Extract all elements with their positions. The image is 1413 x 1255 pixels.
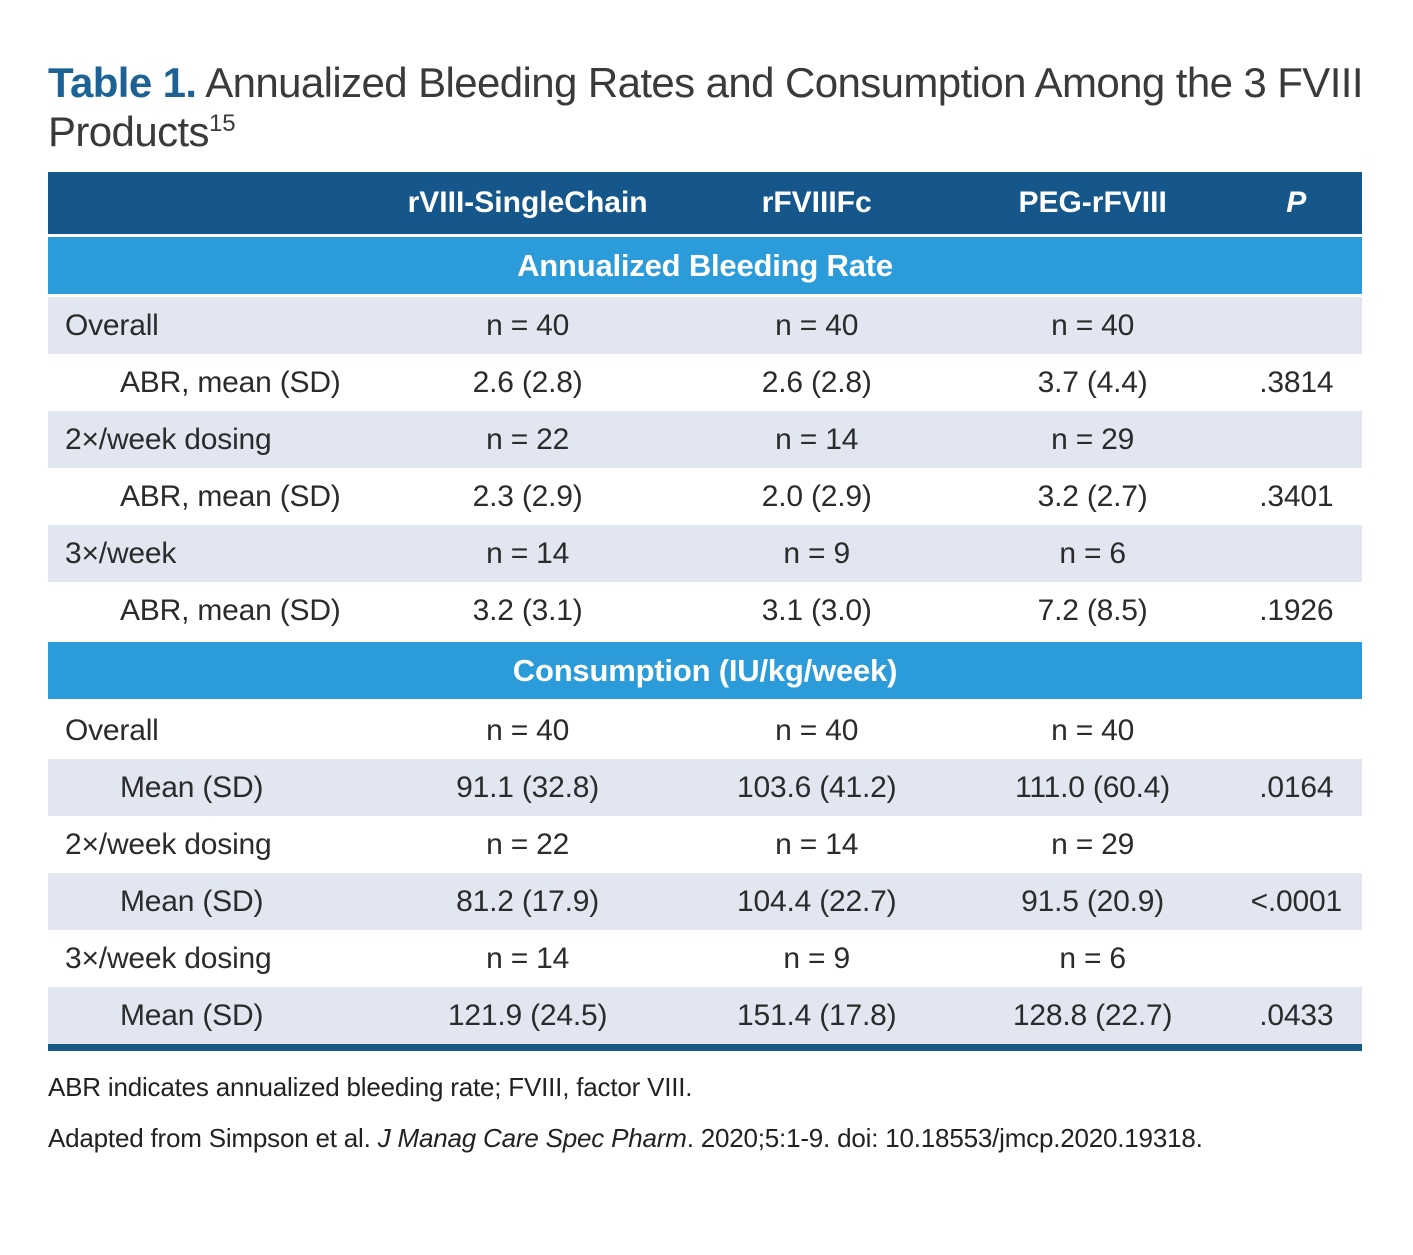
cell-value: n = 14 <box>486 536 570 570</box>
header-p-value: P <box>1286 186 1307 220</box>
table-row-consumption-3x-week-mean: Mean (SD) 121.9 (24.5) 151.4 (17.8) 128.… <box>48 987 1362 1045</box>
row-label: Mean (SD) <box>120 884 264 918</box>
cell-value: 121.9 (24.5) <box>447 998 608 1032</box>
header-rfviiifc: rFVIIIFc <box>761 186 872 220</box>
footnote-abbreviations: ABR indicates annualized bleeding rate; … <box>48 1072 693 1103</box>
cell-value: n = 14 <box>775 827 859 861</box>
table-row-abr-overall: Overall n = 40 n = 40 n = 40 <box>48 297 1362 355</box>
cell-p-value: .0433 <box>1259 998 1334 1032</box>
cell-value: 2.6 (2.8) <box>472 365 583 399</box>
citation-prefix: Adapted from Simpson et al. <box>48 1123 378 1154</box>
cell-value: 2.3 (2.9) <box>472 479 583 513</box>
title-reference-superscript: 15 <box>208 110 236 138</box>
cell-value: 104.4 (22.7) <box>736 884 897 918</box>
table-row-abr-3x-week: 3×/week n = 14 n = 9 n = 6 <box>48 525 1362 583</box>
cell-value: n = 40 <box>1051 308 1135 342</box>
row-label: 3×/week <box>65 536 177 570</box>
cell-value: 3.7 (4.4) <box>1037 365 1148 399</box>
cell-value: n = 22 <box>486 422 570 456</box>
header-peg-rfviii: PEG-rFVIII <box>1018 186 1167 220</box>
citation-suffix: . 2020;5:1-9. doi: 10.18553/jmcp.2020.19… <box>686 1123 1203 1154</box>
cell-value: n = 9 <box>783 941 850 975</box>
row-label: Mean (SD) <box>120 998 264 1032</box>
row-label: Overall <box>65 308 159 342</box>
cell-value: n = 14 <box>775 422 859 456</box>
row-label: Mean (SD) <box>120 770 264 804</box>
cell-value: 2.6 (2.8) <box>761 365 872 399</box>
cell-value: n = 14 <box>486 941 570 975</box>
row-label: ABR, mean (SD) <box>120 593 341 627</box>
table-number-label: Table 1. <box>48 59 197 106</box>
cell-value: n = 40 <box>775 713 859 747</box>
cell-value: n = 6 <box>1059 536 1126 570</box>
cell-p-value: <.0001 <box>1250 884 1343 918</box>
cell-value: 3.2 (3.1) <box>472 593 583 627</box>
section-header-consumption: Consumption (IU/kg/week) <box>48 642 1362 700</box>
table-row-abr-2x-week: 2×/week dosing n = 22 n = 14 n = 29 <box>48 411 1362 469</box>
cell-value: n = 29 <box>1051 422 1135 456</box>
cell-value: 7.2 (8.5) <box>1037 593 1148 627</box>
cell-value: n = 40 <box>486 308 570 342</box>
cell-value: 128.8 (22.7) <box>1012 998 1173 1032</box>
cell-p-value: .3401 <box>1259 479 1334 513</box>
cell-value: n = 6 <box>1059 941 1126 975</box>
page: Table 1. Annualized Bleeding Rates and C… <box>0 58 1413 1255</box>
citation-journal-name: J Manag Care Spec Pharm <box>377 1123 687 1154</box>
cell-value: 2.0 (2.9) <box>761 479 872 513</box>
cell-value: 3.2 (2.7) <box>1037 479 1148 513</box>
cell-p-value: .0164 <box>1259 770 1334 804</box>
cell-value: 91.5 (20.9) <box>1021 884 1165 918</box>
cell-value: 111.0 (60.4) <box>1015 770 1171 804</box>
cell-value: n = 22 <box>486 827 570 861</box>
table-row-consumption-2x-week-mean: Mean (SD) 81.2 (17.9) 104.4 (22.7) 91.5 … <box>48 873 1362 931</box>
cell-p-value: .3814 <box>1259 365 1334 399</box>
cell-value: n = 40 <box>775 308 859 342</box>
cell-value: n = 29 <box>1051 827 1135 861</box>
row-label: ABR, mean (SD) <box>120 365 341 399</box>
table-row-abr-3x-week-mean: ABR, mean (SD) 3.2 (3.1) 3.1 (3.0) 7.2 (… <box>48 582 1362 639</box>
cell-value: 91.1 (32.8) <box>456 770 600 804</box>
table-row-consumption-overall-mean: Mean (SD) 91.1 (32.8) 103.6 (41.2) 111.0… <box>48 759 1362 817</box>
cell-p-value: .1926 <box>1259 593 1334 627</box>
footnotes: ABR indicates annualized bleeding rate; … <box>48 1072 1365 1154</box>
row-label: 2×/week dosing <box>65 422 272 456</box>
cell-value: n = 40 <box>1051 713 1135 747</box>
section-header-annualized-bleeding-rate: Annualized Bleeding Rate <box>48 237 1362 295</box>
row-label: ABR, mean (SD) <box>120 479 341 513</box>
row-label: 2×/week dosing <box>65 827 272 861</box>
cell-value: n = 9 <box>783 536 850 570</box>
cell-value: 103.6 (41.2) <box>736 770 897 804</box>
footnote-citation: Adapted from Simpson et al. J Manag Care… <box>48 1123 1365 1154</box>
table-row-abr-overall-mean: ABR, mean (SD) 2.6 (2.8) 2.6 (2.8) 3.7 (… <box>48 354 1362 411</box>
cell-value: 81.2 (17.9) <box>456 884 600 918</box>
table-title-text: Annualized Bleeding Rates and Consumptio… <box>48 59 1364 156</box>
row-label: 3×/week dosing <box>65 941 272 975</box>
table-title: Table 1. Annualized Bleeding Rates and C… <box>48 58 1370 156</box>
table-row-consumption-2x-week: 2×/week dosing n = 22 n = 14 n = 29 <box>48 816 1362 873</box>
table-row-consumption-3x-week: 3×/week dosing n = 14 n = 9 n = 6 <box>48 930 1362 987</box>
table-row-consumption-overall: Overall n = 40 n = 40 n = 40 <box>48 702 1362 759</box>
cell-value: 3.1 (3.0) <box>761 593 872 627</box>
row-label: Overall <box>65 713 159 747</box>
header-rviii-singlechain: rVIII-SingleChain <box>407 186 648 220</box>
cell-value: 151.4 (17.8) <box>736 998 897 1032</box>
data-table: rVIII-SingleChain rFVIIIFc PEG-rFVIII P … <box>48 172 1362 1052</box>
table-row-abr-2x-week-mean: ABR, mean (SD) 2.3 (2.9) 2.0 (2.9) 3.2 (… <box>48 468 1362 525</box>
cell-value: n = 40 <box>486 713 570 747</box>
table-header-row: rVIII-SingleChain rFVIIIFc PEG-rFVIII P <box>48 172 1362 235</box>
